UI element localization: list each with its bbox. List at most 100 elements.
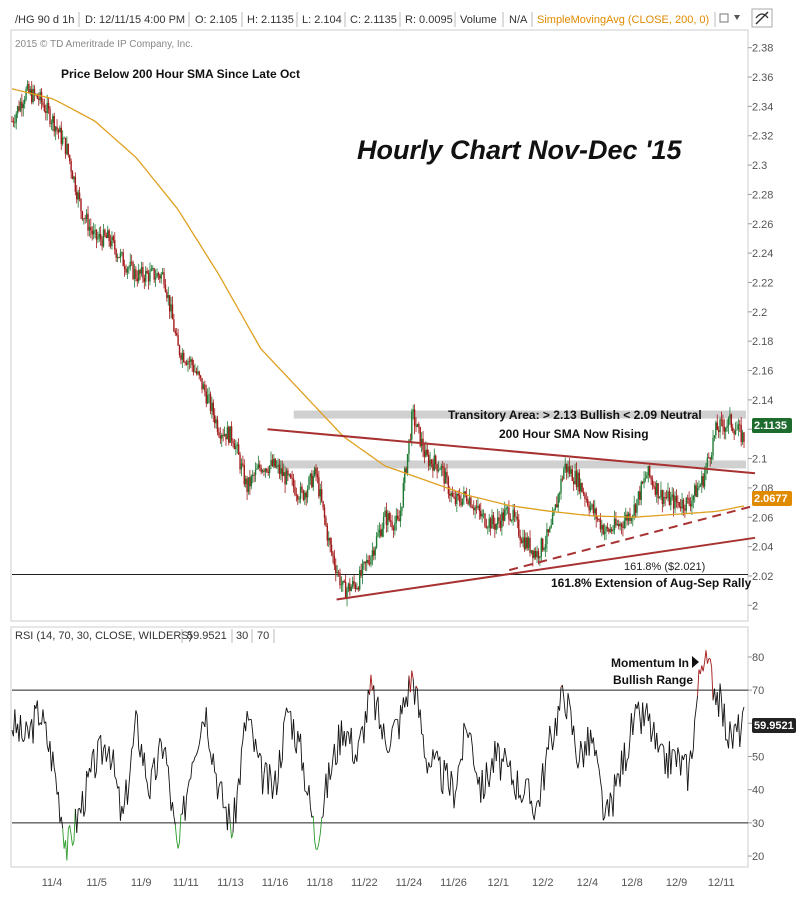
candle-body <box>743 432 745 443</box>
candle-body <box>702 476 704 487</box>
candle-body <box>326 525 329 541</box>
rsi-label[interactable]: RSI (14, 70, 30, CLOSE, WILDERS) <box>15 630 192 642</box>
rsi-segment <box>356 742 359 762</box>
candle-body <box>123 266 126 270</box>
chart-title: Hourly Chart Nov-Dec '15 <box>357 135 682 165</box>
rsi-segment <box>614 774 617 787</box>
trendline-dashed[interactable] <box>508 504 756 572</box>
candle-body <box>511 520 513 522</box>
study-label[interactable]: SimpleMovingAvg (CLOSE, 200, 0) <box>537 14 709 26</box>
candle-body <box>651 479 654 486</box>
candle-body <box>443 467 445 484</box>
rsi-segment <box>135 710 138 716</box>
rsi-segment <box>173 816 176 825</box>
candle-body <box>710 455 713 460</box>
rsi-segment <box>357 736 361 743</box>
annotation-sma-rising: 200 Hour SMA Now Rising <box>499 427 649 441</box>
candle-body <box>257 464 260 469</box>
candle-body <box>288 474 291 476</box>
candle-body <box>382 516 385 529</box>
candle-body <box>125 269 127 273</box>
symbol-label[interactable]: /HG 90 d 1h <box>15 14 74 26</box>
rsi-segment <box>688 750 691 764</box>
rsi-segment <box>739 730 742 747</box>
candle-body <box>703 473 706 487</box>
candle-body <box>436 464 438 472</box>
candle-body <box>330 544 333 553</box>
trendline-solid[interactable] <box>336 536 756 601</box>
rsi-segment <box>87 768 90 778</box>
rsi-segment <box>387 751 390 754</box>
rsi-segment <box>592 737 596 757</box>
candle-body <box>378 529 381 534</box>
candle-body <box>323 507 326 518</box>
rsi-badge: 59.9521 <box>752 718 796 733</box>
candle-body <box>281 468 283 477</box>
rsi-segment <box>41 709 44 725</box>
candle-body <box>226 427 229 440</box>
rsi-segment <box>713 688 717 706</box>
candle-body <box>525 537 527 550</box>
study-settings-icon[interactable] <box>719 13 740 23</box>
candle-body <box>675 496 678 503</box>
rsi-segment <box>577 760 580 769</box>
candle-body <box>102 229 105 247</box>
candle-body <box>405 468 407 473</box>
drawing-tools-icon[interactable] <box>751 8 773 28</box>
candle-body <box>95 229 98 240</box>
candle-body <box>503 509 506 521</box>
candle-body <box>653 485 655 488</box>
rsi-segment <box>126 786 130 805</box>
rsi-segment <box>38 722 41 726</box>
candle-body <box>637 491 640 500</box>
x-tick-label: 11/13 <box>217 877 244 889</box>
rsi-segment <box>673 749 676 752</box>
candle-body <box>457 493 459 496</box>
candle-body <box>53 115 55 132</box>
candle-body <box>233 443 236 450</box>
rsi-segment <box>583 741 586 768</box>
rsi-segment <box>632 717 635 735</box>
candle-body <box>660 490 662 498</box>
candle-body <box>64 137 67 155</box>
candle-body <box>534 550 537 558</box>
candle-body <box>78 192 81 199</box>
candle-body <box>335 565 337 574</box>
candle-body <box>305 492 307 498</box>
rsi-segment <box>497 742 500 748</box>
candle-body <box>278 464 281 474</box>
candle-body <box>77 192 79 200</box>
rsi-segment <box>369 674 372 695</box>
candle-body <box>667 491 669 499</box>
candle-body <box>399 510 402 522</box>
candle-body <box>492 515 495 524</box>
rsi-segment <box>728 721 731 749</box>
candle-body <box>512 509 514 521</box>
candle-body <box>107 230 109 238</box>
candle-body <box>439 469 441 471</box>
rsi-segment <box>312 815 316 841</box>
candle-body <box>128 267 130 269</box>
candle-body <box>253 474 255 476</box>
rsi-low-label: 30 <box>236 630 248 642</box>
rsi-segment <box>339 720 342 756</box>
rsi-segment <box>480 769 483 803</box>
rsi-segment <box>45 721 48 746</box>
rsi-panel: RSI (14, 70, 30, CLOSE, WILDERS) 59.9521… <box>10 626 749 868</box>
rsi-segment <box>295 731 299 754</box>
candle-body <box>596 518 599 520</box>
rsi-segment <box>390 728 393 744</box>
candle-body <box>444 471 447 484</box>
rsi-segment <box>345 731 348 747</box>
candle-body <box>73 176 75 180</box>
candle-body <box>529 537 531 553</box>
rsi-segment <box>433 753 437 760</box>
trendline-solid[interactable] <box>267 428 756 475</box>
candle-body <box>119 252 122 258</box>
candle-body <box>195 371 198 374</box>
rsi-segment <box>286 707 289 713</box>
candle-body <box>185 362 188 365</box>
zone-band <box>293 410 746 419</box>
candle-body <box>146 270 148 274</box>
rsi-segment <box>366 689 369 723</box>
